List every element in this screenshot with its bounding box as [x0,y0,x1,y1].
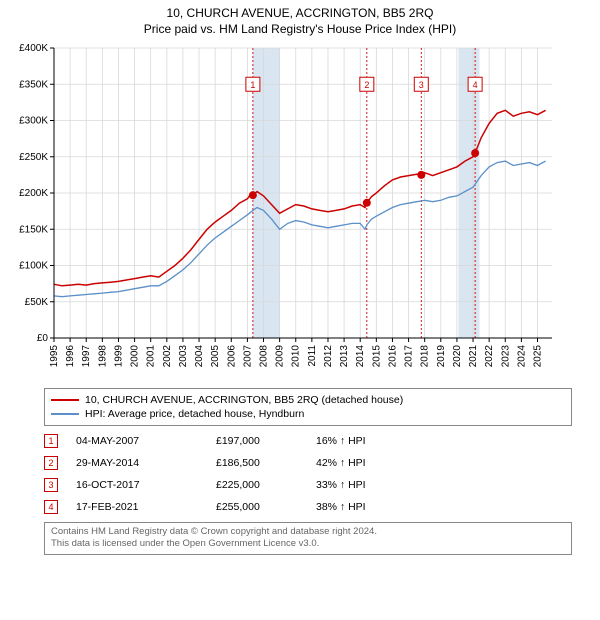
legend-swatch [51,413,79,415]
svg-text:£350K: £350K [19,79,48,90]
sales-row: 4 17-FEB-2021£255,00038% ↑ HPI [44,496,572,518]
sale-price: £186,500 [216,457,316,469]
sale-pct: 33% ↑ HPI [316,479,416,491]
svg-text:2015: 2015 [371,345,382,368]
svg-text:2: 2 [364,80,369,90]
svg-text:2022: 2022 [484,345,495,368]
legend-swatch [51,399,79,401]
sale-date: 17-FEB-2021 [76,501,216,513]
svg-text:1995: 1995 [49,345,60,368]
sale-pct: 42% ↑ HPI [316,457,416,469]
disclaimer: Contains HM Land Registry data © Crown c… [44,522,572,555]
title-address: 10, CHURCH AVENUE, ACCRINGTON, BB5 2RQ [10,6,590,20]
svg-text:2013: 2013 [339,345,350,368]
disclaimer-line1: Contains HM Land Registry data © Crown c… [51,526,565,538]
svg-text:2000: 2000 [130,345,141,368]
sale-date: 29-MAY-2014 [76,457,216,469]
svg-text:2004: 2004 [194,345,205,368]
sales-row: 3 16-OCT-2017£225,00033% ↑ HPI [44,474,572,496]
svg-text:£200K: £200K [19,188,48,199]
svg-text:£0: £0 [37,333,49,344]
svg-text:2002: 2002 [162,345,173,368]
svg-text:2003: 2003 [178,345,189,368]
svg-text:2006: 2006 [226,345,237,368]
sale-pct: 38% ↑ HPI [316,501,416,513]
svg-text:£400K: £400K [19,43,48,54]
sales-row: 1 04-MAY-2007£197,00016% ↑ HPI [44,430,572,452]
sale-marker: 3 [44,478,58,492]
svg-text:£300K: £300K [19,116,48,127]
svg-text:£50K: £50K [25,297,49,308]
svg-text:1999: 1999 [113,345,124,368]
svg-text:2018: 2018 [420,345,431,368]
svg-text:2023: 2023 [500,345,511,368]
svg-text:2021: 2021 [468,345,479,368]
svg-text:2014: 2014 [355,345,366,368]
title-subtitle: Price paid vs. HM Land Registry's House … [10,22,590,36]
svg-text:2019: 2019 [436,345,447,368]
svg-text:1996: 1996 [65,345,76,368]
svg-text:2007: 2007 [242,345,253,368]
sale-marker: 2 [44,456,58,470]
page-container: 10, CHURCH AVENUE, ACCRINGTON, BB5 2RQ P… [0,0,600,559]
sale-price: £225,000 [216,479,316,491]
svg-text:2020: 2020 [452,345,463,368]
svg-text:2009: 2009 [275,345,286,368]
svg-text:2005: 2005 [210,345,221,368]
svg-text:3: 3 [419,80,424,90]
disclaimer-line2: This data is licensed under the Open Gov… [51,538,565,550]
svg-text:2001: 2001 [146,345,157,368]
svg-text:2024: 2024 [516,345,527,368]
svg-text:4: 4 [473,80,478,90]
svg-text:2017: 2017 [404,345,415,368]
svg-text:1997: 1997 [81,345,92,368]
legend-label: 10, CHURCH AVENUE, ACCRINGTON, BB5 2RQ (… [85,394,403,406]
sale-date: 04-MAY-2007 [76,435,216,447]
svg-text:1998: 1998 [97,345,108,368]
svg-text:2025: 2025 [532,345,543,368]
legend-item: HPI: Average price, detached house, Hynd… [51,407,565,421]
sale-marker: 4 [44,500,58,514]
sale-date: 16-OCT-2017 [76,479,216,491]
chart-area: £0 £50K £100K £150K £200K £250K £300K £350K £400… [10,42,590,382]
legend-label: HPI: Average price, detached house, Hynd… [85,408,304,420]
svg-text:2016: 2016 [387,345,398,368]
svg-text:£100K: £100K [19,261,48,272]
sale-price: £255,000 [216,501,316,513]
svg-text:2011: 2011 [307,345,318,367]
sales-row: 2 29-MAY-2014£186,50042% ↑ HPI [44,452,572,474]
svg-text:1: 1 [250,80,255,90]
sale-price: £197,000 [216,435,316,447]
svg-text:£150K: £150K [19,224,48,235]
sale-marker: 1 [44,434,58,448]
legend-item: 10, CHURCH AVENUE, ACCRINGTON, BB5 2RQ (… [51,393,565,407]
sale-pct: 16% ↑ HPI [316,435,416,447]
svg-text:2010: 2010 [291,345,302,368]
sales-table: 1 04-MAY-2007£197,00016% ↑ HPI 2 29-MAY-201… [44,430,572,518]
svg-text:£250K: £250K [19,152,48,163]
svg-text:2012: 2012 [323,345,334,368]
chart-svg: £0 £50K £100K £150K £200K £250K £300K £350K £400… [10,42,570,382]
legend: 10, CHURCH AVENUE, ACCRINGTON, BB5 2RQ (… [44,388,572,426]
svg-text:2008: 2008 [259,345,270,368]
